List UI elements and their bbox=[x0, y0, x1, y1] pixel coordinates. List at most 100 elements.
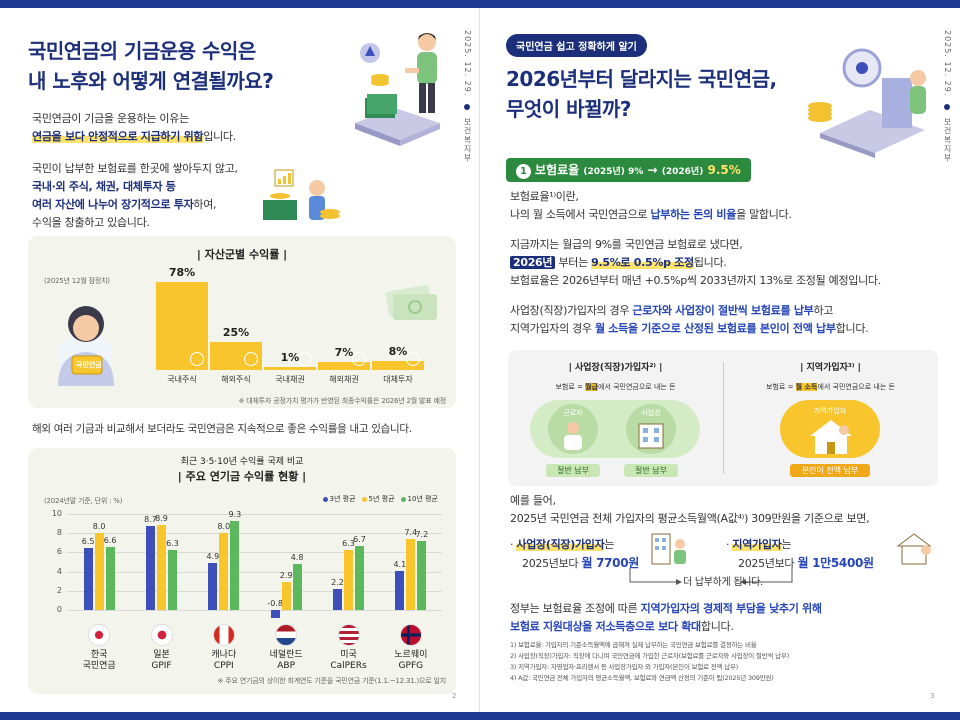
example-line1: 예를 들어, bbox=[510, 494, 556, 507]
pension-bar bbox=[94, 533, 104, 610]
legend-entry: 5년 평균 bbox=[361, 495, 395, 503]
section1-to-year: (2026년) bbox=[661, 167, 704, 177]
footnote-2: 2) 사업장(직장)가입자: 직장에 다니며 국민연금에 가입한 근로자(보험료… bbox=[510, 652, 790, 660]
right-date-text: 2025. 12. 29. bbox=[943, 30, 952, 97]
change-paragraph: 지금까지는 월급의 9%를 국민연금 보험료로 냈다면, 2026년 부터는 9… bbox=[510, 236, 950, 290]
top-border bbox=[0, 0, 960, 8]
pension-bar-value: -0.8 bbox=[267, 599, 283, 608]
pension-bar bbox=[219, 533, 229, 610]
company-label: 사업장 bbox=[641, 409, 661, 417]
asset-bar-2 bbox=[264, 367, 316, 370]
asset-bar-3 bbox=[318, 362, 370, 370]
definition-pre: 나의 월 소득에서 국민연금으로 bbox=[510, 208, 651, 221]
pension-bar-value: 4.8 bbox=[290, 552, 304, 562]
invest-line1: 국민이 납부한 보험료를 한곳에 쌓아두지 않고, bbox=[32, 162, 238, 175]
company-half-tag: 절반 납부 bbox=[624, 464, 678, 477]
left-title-line2: 내 노후와 어떻게 연결될까요? bbox=[28, 69, 274, 93]
section1-to-value: 9.5% bbox=[707, 163, 741, 177]
investor-illustration bbox=[345, 28, 455, 148]
left-date: 2025. 12. 29. 보건복지부 bbox=[462, 30, 473, 163]
local-label: 지역가입자 bbox=[813, 407, 847, 415]
local-sub-pre: 보험료 = bbox=[766, 383, 796, 391]
country-flag-icon bbox=[88, 624, 111, 646]
pension-bar bbox=[355, 545, 364, 610]
section1-badge: 1 보험료율 (2025년) 9% → (2026년) 9.5% bbox=[506, 158, 751, 182]
government-blue1: 지역가입자의 경제적 부담을 낮추기 위해 bbox=[640, 602, 822, 615]
country-flag-icon bbox=[212, 624, 235, 646]
footnotes: 1) 보험료율: 가입자의 기준소득월액에 곱해져 실제 납부하는 국민연금 보… bbox=[510, 640, 950, 684]
grid-line bbox=[68, 514, 442, 515]
worker-icon bbox=[564, 422, 582, 450]
pension-person-icon bbox=[58, 306, 114, 386]
change-year-highlight: 2026년 bbox=[510, 256, 556, 269]
y-tick-label: 0 bbox=[56, 605, 62, 614]
asset-bar-category: 해외주식 bbox=[221, 375, 251, 384]
series-badge: 국민연금 쉽고 정확하게 알기 bbox=[506, 34, 647, 57]
pension-bar bbox=[146, 526, 155, 610]
y-tick-label: 10 bbox=[51, 509, 62, 518]
pension-bar-value: 4.1 bbox=[393, 559, 407, 569]
workplace-panel-title: | 사업장(직장)가입자²⁾ | bbox=[568, 363, 663, 373]
footnote-4: 4) A값: 국민연금 전체 가입자의 평균소득월액, 보험료와 연금액 산정의… bbox=[510, 674, 774, 682]
workplace-example: · 사업장(직장)가입자는 2025년보다 월 7700원 bbox=[510, 538, 640, 570]
bracket-arrow bbox=[629, 568, 793, 585]
government-blue2: 보험료 지원대상을 저소득층으로 보다 확대 bbox=[510, 620, 701, 633]
pension-bar-value: 4.9 bbox=[206, 551, 220, 561]
ministry-logo-icon bbox=[944, 103, 950, 110]
pension-card-label: 국민연금 bbox=[76, 361, 102, 369]
asset-bar-value: 7% bbox=[334, 346, 354, 360]
money-illustration bbox=[383, 276, 443, 326]
company-building-icon bbox=[638, 423, 664, 449]
pension-bar bbox=[230, 520, 240, 610]
example-line2: 2025년 국민연금 전체 가입자의 평균소득월액(A값⁴⁾) 309만원을 기… bbox=[510, 512, 870, 525]
legend-entry: 10년 평균 bbox=[400, 495, 438, 503]
left-title-line1: 국민연금의 기금운용 수익은 bbox=[28, 39, 256, 63]
footnote-1: 1) 보험료율: 가입자의 기준소득월액에 곱해져 실제 납부하는 국민연금 보… bbox=[510, 641, 757, 649]
right-date: 2025. 12. 29. 보건복지부 bbox=[942, 30, 953, 163]
pension-bar-value: 8.0 bbox=[92, 522, 106, 532]
change-line3: 보험료율은 2026년부터 매년 +0.5%p씩 2033년까지 13%로 조정… bbox=[510, 274, 881, 287]
right-ministry: 보건복지부 bbox=[943, 117, 952, 163]
left-page-number: 2 bbox=[452, 692, 457, 700]
investor-person-icon bbox=[355, 33, 440, 146]
section1-label: 보험료율 bbox=[535, 163, 580, 177]
workplace-example-pre: 2025년보다 bbox=[522, 557, 582, 570]
pension-bar bbox=[281, 582, 291, 610]
pension-card-subtitle: 최근 3·5·10년 수익률 국제 비교 bbox=[180, 457, 304, 467]
pension-bar-value: 8.7 bbox=[144, 515, 157, 525]
local-sub-tail: 에서 국민연금으로 내는 돈 bbox=[817, 383, 895, 391]
split-paragraph: 사업장(직장)가입자의 경우 근로자와 사업장이 절반씩 보험료를 납부하고 지… bbox=[510, 302, 950, 338]
local-example-pre: 2025년보다 bbox=[738, 557, 798, 570]
definition-blue: 납부하는 돈의 비율 bbox=[650, 208, 737, 221]
grid-line bbox=[68, 552, 442, 554]
government-pre: 정부는 보험료율 조정에 따른 bbox=[510, 602, 641, 615]
example-paragraph: 예를 들어, 2025년 국민연금 전체 가입자의 평균소득월액(A값⁴⁾) 3… bbox=[510, 492, 950, 528]
local-sub-highlight: 월 소득 bbox=[795, 383, 818, 391]
workplace-example-amount: 월 7700원 bbox=[581, 556, 640, 570]
panel-divider bbox=[723, 362, 724, 474]
local-example-tail: 는 bbox=[781, 538, 792, 551]
definition-tail: 을 말합니다. bbox=[736, 208, 792, 221]
pension-bar-value: 9.3 bbox=[228, 509, 242, 519]
compare-text: 해외 여러 기금과 비교해서 보더라도 국민연금은 지속적으로 좋은 수익률을 … bbox=[32, 423, 412, 435]
change-rate-highlight: 9.5%로 0.5%p 조정 bbox=[591, 256, 694, 269]
portfolio-icon bbox=[263, 169, 340, 220]
y-tick-label: 6 bbox=[56, 547, 62, 557]
change-tail: 됩니다. bbox=[693, 256, 727, 269]
government-paragraph: 정부는 보험료율 조정에 따른 지역가입자의 경제적 부담을 낮추기 위해 보험… bbox=[510, 600, 950, 636]
asset-card-note: ※ 대체투자 공정가치 평가가 반영된 최종수익률은 2026년 2월 발표 예… bbox=[238, 397, 447, 405]
left-page: 국민연금의 기금운용 수익은 내 노후와 어떻게 연결될까요? 2025. 12… bbox=[0, 8, 480, 712]
pension-bar-value: 7.2 bbox=[415, 529, 429, 539]
definition-paragraph: 보험료율¹⁾이란, 나의 월 소득에서 국민연금으로 납부하는 돈의 비율을 말… bbox=[510, 188, 940, 224]
right-title: 2026년부터 달라지는 국민연금, 무엇이 바뀔까? bbox=[506, 64, 777, 124]
country-label: 캐나다 CPPI bbox=[211, 650, 237, 671]
house-icon bbox=[810, 420, 852, 454]
y-tick-label: 4 bbox=[56, 566, 62, 576]
pension-bar bbox=[344, 549, 353, 610]
contribution-gear-icon bbox=[808, 48, 926, 158]
split-line1-pre: 사업장(직장)가입자의 경우 bbox=[510, 304, 633, 317]
asset-card-basis: (2025년 12월 잠정치) bbox=[44, 277, 110, 285]
invest-line4: 수익을 창출하고 있습니다. bbox=[32, 216, 150, 229]
footnote-3: 3) 지역가입자: 자영업자·프리랜서 등 사업장가입자 외 가입자(본인이 보… bbox=[510, 663, 739, 671]
pension-bar bbox=[292, 563, 302, 610]
